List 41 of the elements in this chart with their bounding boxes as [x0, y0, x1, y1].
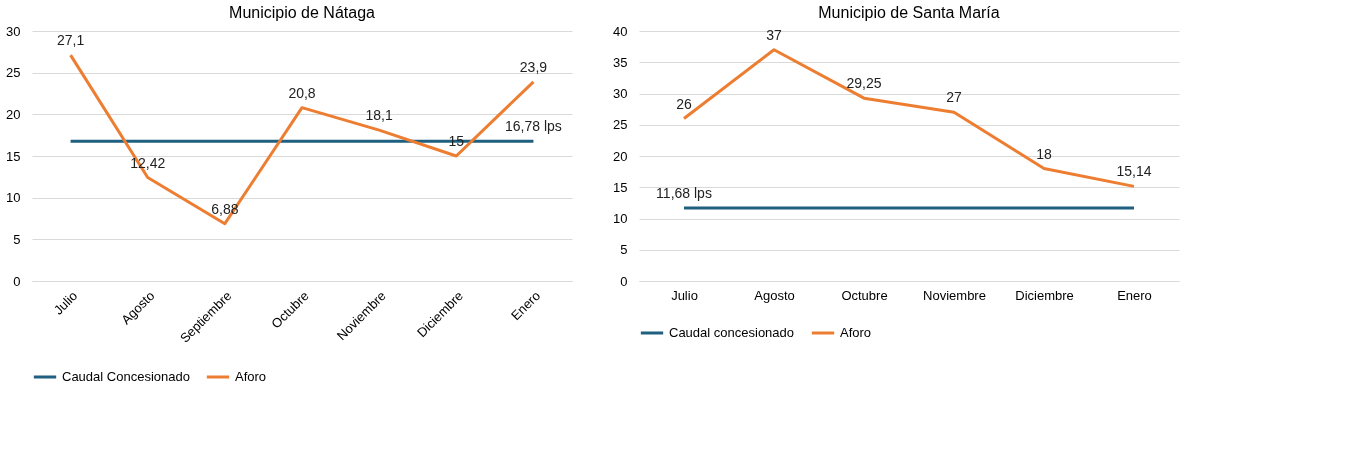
y-tick-label: 20 — [613, 148, 628, 164]
x-tick-label: Diciembre — [1015, 287, 1074, 303]
chart-title: Municipio de Nátaga — [229, 4, 376, 21]
y-tick-label: 0 — [620, 273, 628, 289]
data-label: 37 — [766, 26, 782, 43]
y-tick-label: 40 — [613, 23, 628, 39]
data-label: 23,9 — [519, 58, 548, 75]
data-label: 29,25 — [846, 75, 882, 92]
data-label: 16,78 lps — [505, 118, 562, 135]
x-tick-label: Julio — [50, 288, 81, 318]
data-label: 27,1 — [56, 32, 85, 49]
y-tick-label: 10 — [6, 190, 21, 206]
data-label: 11,68 lps — [656, 185, 712, 201]
legend-label: Caudal concesionado — [669, 325, 795, 340]
x-tick-label: Julio — [671, 287, 698, 303]
y-tick-label: 5 — [13, 231, 21, 247]
y-tick-label: 30 — [613, 86, 628, 101]
x-tick-label: Enero — [1117, 287, 1152, 303]
y-tick-label: 25 — [613, 117, 628, 133]
x-tick-label: Noviembre — [923, 287, 986, 303]
legend-label: Aforo — [840, 325, 872, 340]
y-tick-label: 15 — [6, 148, 21, 164]
legend-label: Caudal Concesionado — [62, 369, 190, 384]
data-label: 20,8 — [288, 84, 316, 101]
chart-title: Municipio de Santa María — [818, 4, 1000, 21]
y-tick-label: 35 — [613, 54, 628, 70]
data-label: 18 — [1036, 145, 1052, 162]
y-tick-label: 0 — [13, 273, 21, 289]
y-tick-label: 5 — [620, 242, 628, 258]
x-tick-label: Agosto — [754, 287, 795, 303]
legend-label: Aforo — [235, 369, 267, 384]
y-tick-label: 10 — [613, 211, 628, 226]
data-label: 26 — [676, 95, 692, 112]
y-tick-label: 25 — [6, 65, 21, 81]
data-label: 15,14 — [1116, 163, 1152, 180]
data-label: 18,1 — [365, 107, 393, 124]
y-tick-label: 20 — [6, 106, 21, 122]
data-label: 27 — [946, 89, 962, 106]
y-tick-label: 30 — [6, 23, 21, 39]
y-tick-label: 15 — [613, 179, 628, 195]
x-tick-label: Octubre — [841, 287, 888, 303]
